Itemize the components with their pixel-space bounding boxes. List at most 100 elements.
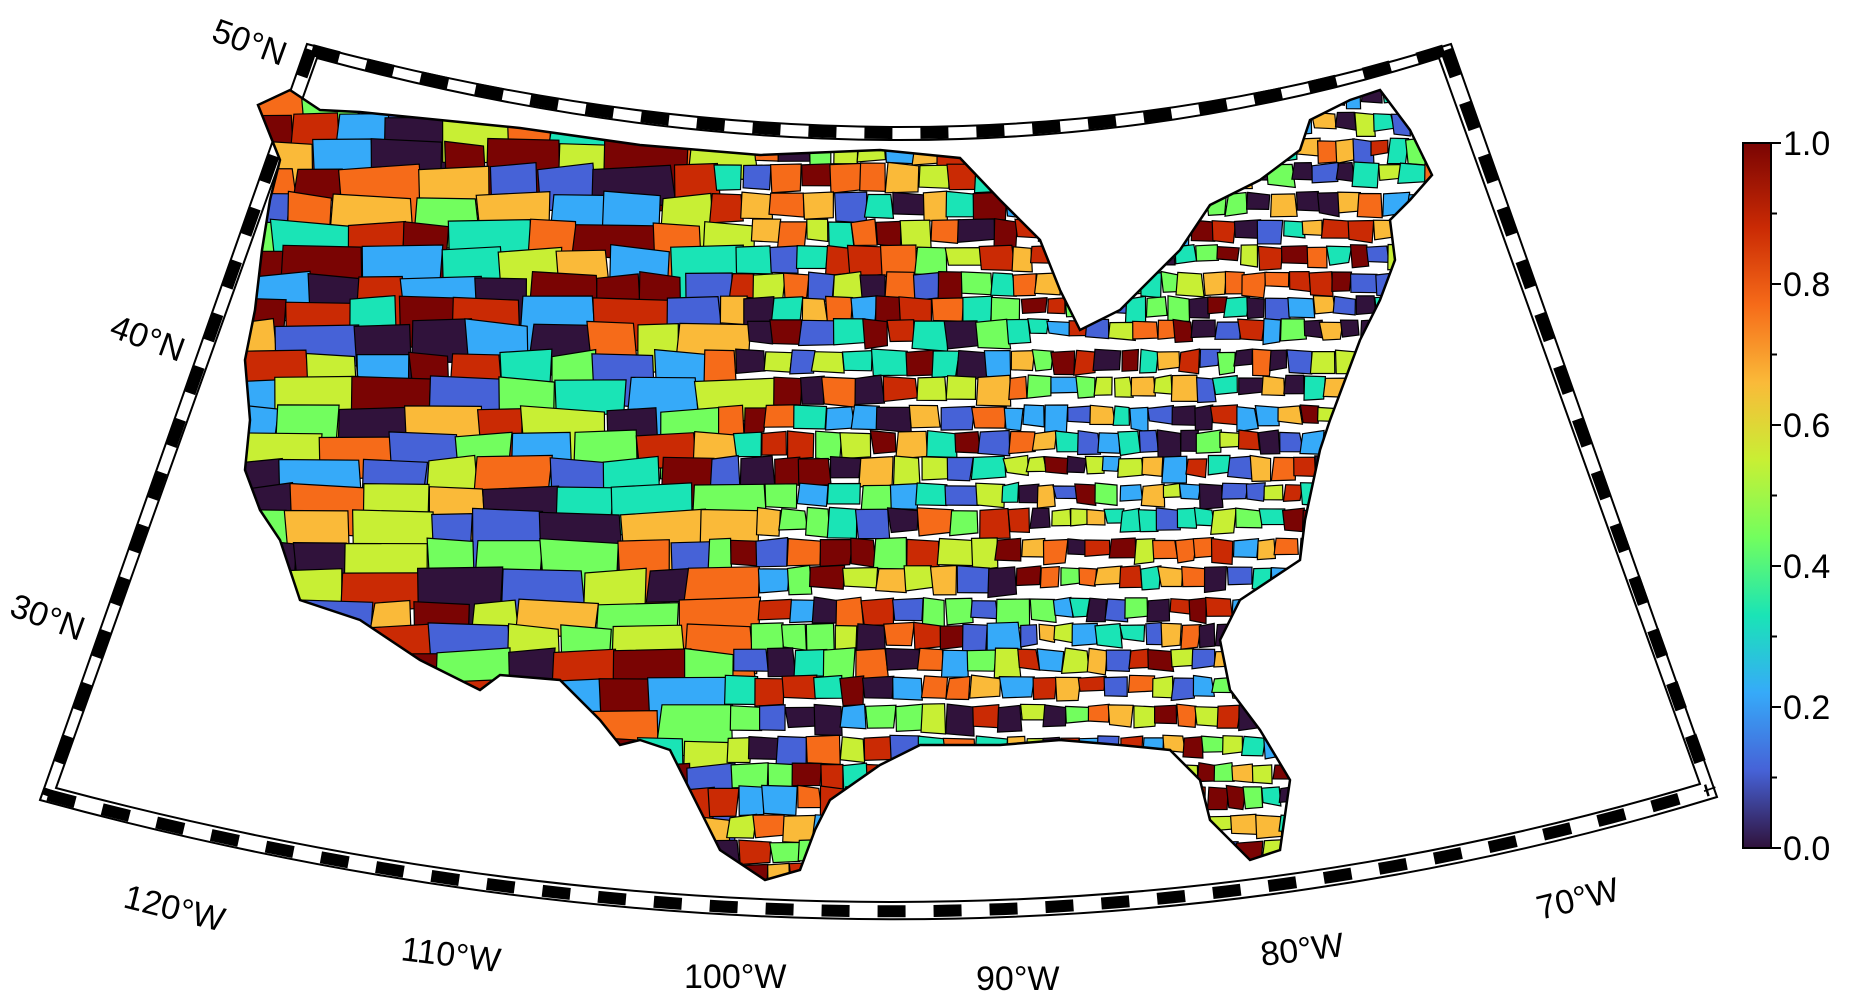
county-polygon bbox=[1117, 457, 1145, 478]
county-polygon bbox=[1211, 374, 1238, 396]
county-polygon bbox=[1207, 454, 1231, 476]
county-polygon bbox=[726, 736, 753, 764]
county-polygon bbox=[1066, 455, 1088, 474]
colorbar-label-4: 0.8 bbox=[1783, 266, 1830, 304]
county-polygon bbox=[975, 318, 1012, 350]
county-polygon bbox=[1012, 273, 1037, 297]
county-polygon bbox=[956, 565, 992, 594]
county-polygon bbox=[1127, 674, 1156, 694]
county-polygon bbox=[1291, 161, 1315, 181]
county-polygon bbox=[1320, 218, 1351, 239]
county-polygon bbox=[990, 272, 1017, 297]
county-polygon bbox=[728, 272, 756, 299]
county-polygon bbox=[645, 567, 690, 603]
county-polygon bbox=[829, 162, 863, 194]
county-polygon bbox=[1153, 374, 1173, 395]
county-polygon bbox=[1216, 245, 1240, 262]
county-polygon bbox=[1216, 351, 1236, 376]
county-polygon bbox=[746, 320, 774, 345]
county-polygon bbox=[930, 219, 961, 244]
county-polygon bbox=[1176, 703, 1197, 729]
county-polygon bbox=[1430, 887, 1449, 906]
county-polygon bbox=[815, 430, 843, 462]
county-polygon bbox=[975, 482, 1006, 509]
county-polygon bbox=[1301, 219, 1323, 236]
lat-label-50n: 50°N bbox=[207, 12, 291, 74]
county-polygon bbox=[1093, 565, 1123, 586]
county-polygon bbox=[1351, 161, 1380, 189]
county-polygon bbox=[769, 245, 799, 274]
county-polygon bbox=[1044, 404, 1069, 433]
county-polygon bbox=[813, 674, 843, 700]
county-polygon bbox=[1210, 507, 1237, 535]
county-polygon bbox=[966, 649, 998, 672]
county-polygon bbox=[839, 432, 872, 460]
county-polygon bbox=[1086, 647, 1108, 676]
county-polygon bbox=[1119, 484, 1144, 502]
county-polygon bbox=[709, 454, 741, 489]
county-polygon bbox=[1308, 271, 1334, 297]
county-polygon bbox=[1121, 348, 1140, 372]
county-polygon bbox=[793, 404, 828, 430]
county-polygon bbox=[1064, 705, 1092, 724]
county-polygon bbox=[1226, 455, 1254, 480]
county-polygon bbox=[761, 784, 798, 817]
county-polygon bbox=[774, 456, 802, 486]
county-polygon bbox=[875, 220, 902, 248]
county-polygon bbox=[703, 349, 737, 383]
county-polygon bbox=[1156, 565, 1184, 588]
county-polygon bbox=[769, 319, 803, 346]
county-polygon bbox=[752, 814, 786, 839]
county-polygon bbox=[1246, 297, 1265, 320]
county-polygon bbox=[793, 648, 828, 677]
county-polygon bbox=[766, 647, 797, 678]
county-polygon bbox=[1146, 598, 1171, 623]
county-polygon bbox=[1198, 483, 1224, 510]
county-polygon bbox=[1038, 623, 1057, 644]
county-polygon bbox=[789, 599, 817, 624]
county-polygon bbox=[945, 375, 977, 401]
county-polygon bbox=[920, 675, 949, 699]
colorbar-label-2: 0.4 bbox=[1783, 548, 1830, 586]
lon-label-100w: 100°W bbox=[684, 958, 786, 996]
county-polygon bbox=[1299, 404, 1320, 424]
county-polygon bbox=[1198, 622, 1216, 649]
county-polygon bbox=[1006, 318, 1032, 345]
county-polygon bbox=[801, 163, 834, 187]
county-polygon bbox=[1170, 374, 1200, 403]
county-polygon bbox=[1334, 111, 1357, 131]
county-polygon bbox=[1031, 349, 1054, 372]
county-polygon bbox=[829, 455, 862, 479]
county-polygon bbox=[901, 90, 928, 116]
county-polygon bbox=[1151, 539, 1179, 560]
county-polygon bbox=[970, 537, 999, 571]
county-polygon bbox=[1020, 296, 1048, 315]
county-polygon bbox=[769, 841, 802, 864]
county-polygon bbox=[1281, 507, 1305, 533]
lon-label-80w: 80°W bbox=[1258, 926, 1346, 974]
county-polygon bbox=[1178, 483, 1202, 500]
county-polygon bbox=[956, 218, 996, 243]
county-polygon bbox=[1119, 507, 1142, 533]
county-polygon bbox=[1128, 648, 1150, 670]
county-polygon bbox=[833, 191, 868, 224]
county-polygon bbox=[797, 784, 823, 809]
map-frame-inner bbox=[54, 56, 1702, 903]
county-polygon bbox=[708, 192, 744, 224]
county-polygon bbox=[1390, 889, 1415, 906]
county-polygon bbox=[931, 350, 961, 379]
county-polygon bbox=[773, 376, 803, 406]
county-polygon bbox=[1199, 348, 1221, 368]
county-polygon bbox=[1137, 509, 1159, 533]
county-polygon bbox=[1171, 405, 1197, 426]
county-polygon bbox=[1162, 482, 1182, 499]
county-polygon bbox=[819, 538, 854, 567]
county-polygon bbox=[791, 762, 823, 787]
county-polygon bbox=[1279, 431, 1305, 453]
county-polygon bbox=[1074, 483, 1097, 507]
county-polygon bbox=[1017, 648, 1041, 671]
county-polygon bbox=[1194, 404, 1214, 431]
county-polygon bbox=[1018, 483, 1040, 504]
county-polygon bbox=[1257, 245, 1284, 271]
county-polygon bbox=[1172, 318, 1194, 344]
